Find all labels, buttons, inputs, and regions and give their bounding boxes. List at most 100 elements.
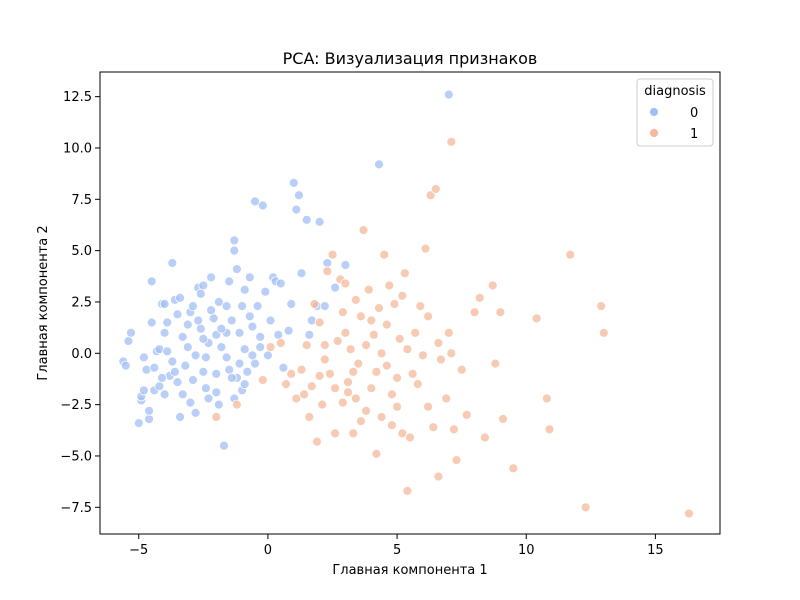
point-series-0-41 [200,383,211,394]
point-series-1-93 [423,401,434,412]
point-series-1-90 [392,401,403,412]
point-series-0-80 [275,278,286,289]
point-series-1-91 [402,344,413,355]
legend-entry-0: 0 [690,106,698,121]
point-series-1-30 [358,225,369,236]
point-series-1-83 [319,354,330,365]
point-series-0-58 [229,245,240,256]
point-series-0-20 [159,389,170,400]
point-series-0-95 [330,282,341,293]
point-series-1-53 [420,243,431,254]
plot-frame [99,71,721,535]
point-series-0-39 [198,280,209,291]
point-series-0-45 [208,313,219,324]
point-series-1-0 [211,412,222,422]
point-series-0-18 [159,299,170,309]
point-series-1-104 [376,348,387,359]
point-series-0-122 [162,317,173,328]
point-series-0-108 [239,379,250,390]
point-series-0-102 [177,389,188,400]
point-series-0-105 [211,387,222,398]
point-series-1-50 [410,327,421,338]
point-series-0-13 [149,362,160,373]
point-series-1-23 [340,278,351,289]
x-axis-label: Главная компонента 1 [332,563,487,578]
point-series-0-119 [255,331,266,342]
point-series-1-71 [490,358,501,369]
point-series-1-84 [330,383,341,394]
point-series-0-51 [219,440,229,451]
point-series-0-93 [319,301,330,312]
point-series-0-99 [138,352,149,363]
point-series-0-27 [175,292,186,303]
point-series-1-29 [355,311,366,322]
point-series-1-47 [402,485,413,496]
point-series-0-56 [226,315,237,326]
point-series-0-120 [198,333,209,344]
x-tick-label-3: 10 [518,543,535,558]
point-series-1-70 [487,280,498,291]
point-series-0-86 [293,190,304,201]
point-series-1-39 [381,360,392,371]
point-series-1-2 [257,375,268,385]
point-series-1-33 [366,383,377,394]
point-series-0-35 [190,350,201,361]
point-series-1-22 [337,397,348,408]
point-series-1-38 [379,249,390,260]
y-tick-label-5: 5.0 [71,244,92,259]
point-series-0-33 [185,397,196,408]
point-series-1-78 [565,249,576,260]
point-series-0-118 [157,372,167,383]
point-series-0-96 [340,260,351,270]
x-tick-label-4: 15 [647,543,664,558]
point-series-0-7 [138,385,149,396]
point-series-0-2 [123,336,134,346]
y-tick-label-4: 2.5 [71,295,92,310]
point-series-0-112 [206,305,217,316]
point-series-1-52 [417,350,428,361]
point-series-0-89 [304,329,315,340]
point-series-0-98 [443,89,454,100]
point-series-1-60 [441,393,452,404]
point-series-0-76 [265,315,276,326]
point-series-0-42 [203,393,214,404]
point-series-0-11 [146,276,157,287]
point-series-1-5 [281,379,291,390]
legend-marker-1 [649,128,659,138]
point-series-1-80 [596,301,607,312]
point-series-0-66 [242,366,253,377]
point-series-1-98 [355,416,366,427]
point-series-1-24 [343,377,353,388]
y-axis-label: Главная компонента 2 [36,225,51,380]
legend: diagnosis 0 1 [636,78,714,147]
point-series-0-9 [144,414,155,424]
point-series-1-96 [337,307,348,318]
point-series-0-97 [374,159,384,170]
point-series-1-8 [296,364,307,375]
point-series-0-70 [250,196,260,207]
point-series-0-62 [237,301,248,312]
point-series-0-25 [172,309,183,320]
point-series-0-65 [239,344,250,355]
point-series-0-114 [234,358,245,369]
point-series-1-62 [446,136,457,147]
point-series-1-35 [371,448,382,459]
point-series-1-92 [412,379,423,390]
point-series-1-68 [474,292,485,303]
point-series-1-75 [531,313,542,324]
point-series-1-14 [317,399,328,410]
point-series-0-40 [198,366,209,377]
point-series-0-100 [154,381,165,392]
point-series-1-82 [684,508,694,519]
point-series-0-84 [288,177,299,188]
y-tick-label-3: 0.0 [71,347,92,362]
point-series-0-53 [221,301,232,312]
point-series-0-44 [206,272,217,283]
point-series-0-75 [262,350,273,361]
point-series-1-31 [361,405,372,416]
point-series-0-61 [234,327,245,338]
point-series-1-49 [407,368,418,379]
point-series-1-27 [350,294,361,305]
